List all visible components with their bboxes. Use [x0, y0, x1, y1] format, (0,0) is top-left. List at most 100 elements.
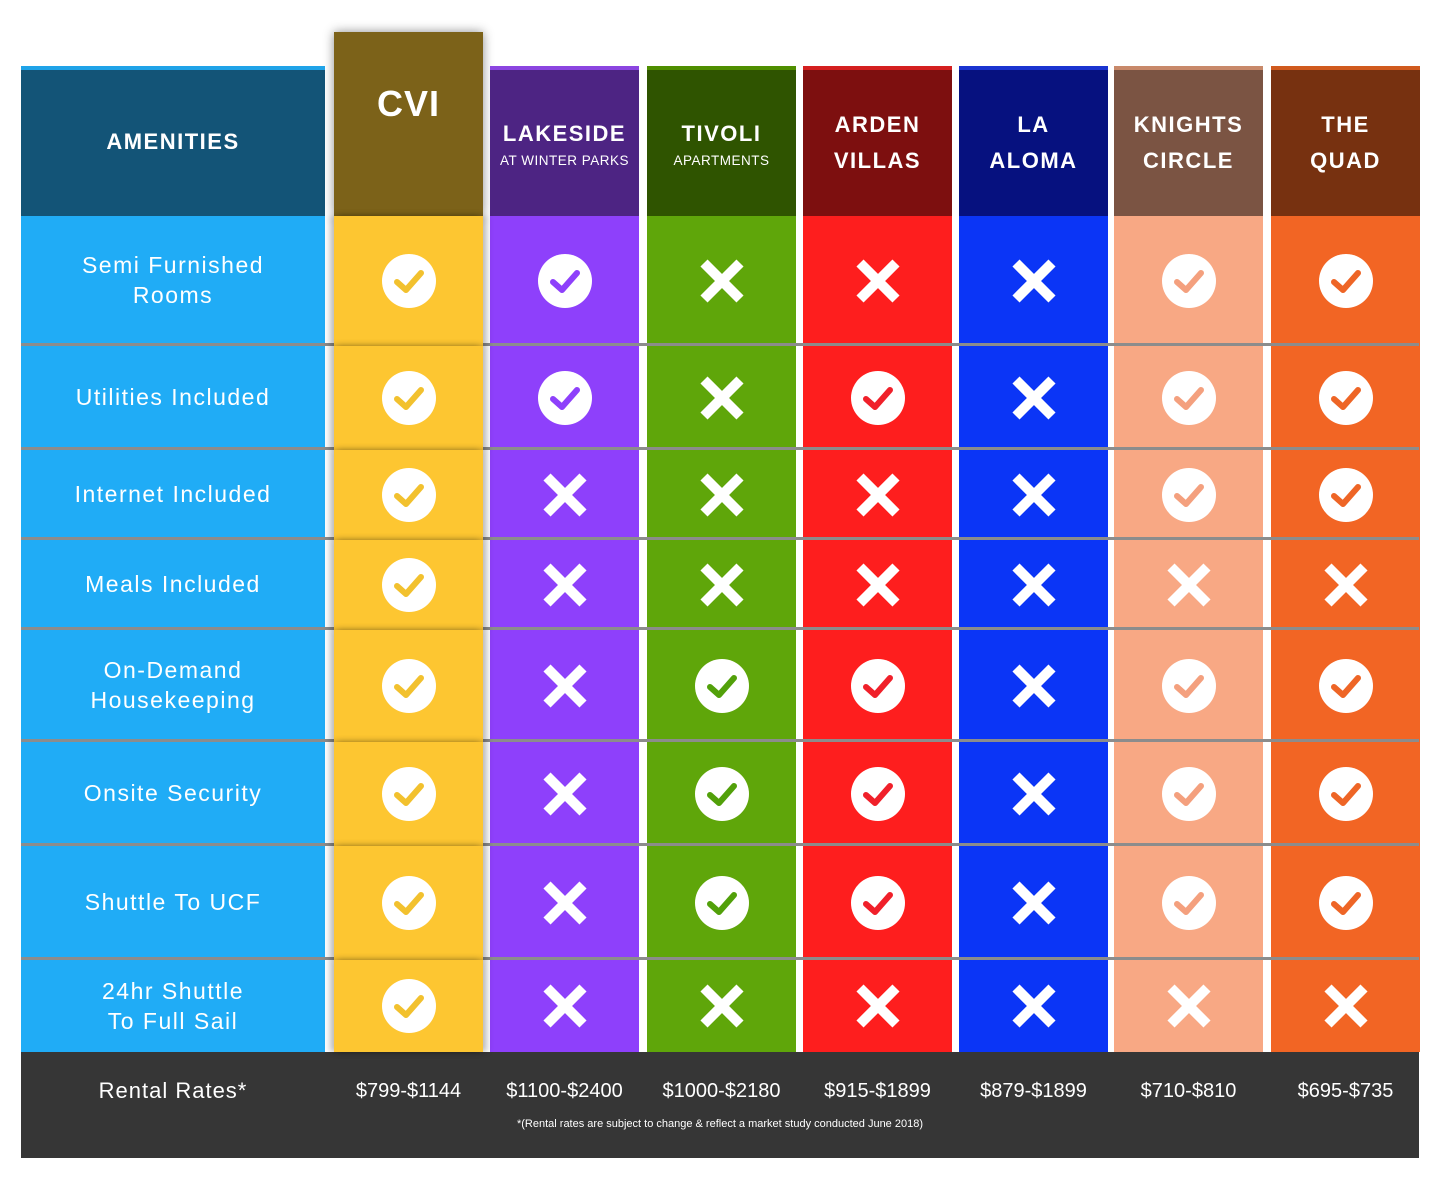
column-header-line2: QUAD [1310, 148, 1381, 173]
check-circle-icon [1161, 767, 1216, 821]
check-circle-icon [694, 659, 749, 713]
amenity-cell [647, 216, 796, 346]
amenity-cell [334, 630, 483, 742]
x-icon [699, 984, 744, 1028]
amenity-cell [647, 960, 796, 1052]
column-header-line1: LAKESIDE [502, 121, 627, 146]
x-icon [1166, 563, 1211, 607]
check-circle-icon [1161, 254, 1216, 308]
amenity-cell [803, 346, 952, 450]
check-circle-icon [1161, 876, 1216, 930]
x-icon [542, 473, 587, 517]
x-icon [699, 259, 744, 303]
amenity-cell [803, 216, 952, 346]
amenities-header-label: AMENITIES [106, 129, 240, 154]
amenity-cell [647, 540, 796, 630]
amenity-label: Meals Included [21, 540, 325, 627]
amenity-label: Internet Included [21, 450, 325, 537]
check-circle-icon [850, 876, 905, 930]
x-icon [855, 563, 900, 607]
x-icon [542, 881, 587, 925]
amenities-top-strip [21, 66, 325, 70]
amenity-cell [959, 450, 1108, 540]
column-top-strip [490, 66, 639, 70]
amenity-cell [334, 960, 483, 1052]
check-circle-icon [1318, 468, 1373, 522]
amenity-cell [334, 742, 483, 846]
x-icon [1011, 664, 1056, 708]
amenity-cell [1114, 346, 1263, 450]
amenity-cell [1114, 540, 1263, 630]
check-circle-icon [537, 371, 592, 425]
amenity-cell [490, 216, 639, 346]
check-circle-icon [1161, 468, 1216, 522]
column-header-line2: CIRCLE [1143, 148, 1234, 173]
amenity-cell [1114, 742, 1263, 846]
column-header-line1: LA [1017, 112, 1050, 137]
check-circle-icon [1161, 371, 1216, 425]
column-header: CVI [334, 32, 483, 216]
check-circle-icon [381, 876, 436, 930]
amenity-cell [803, 960, 952, 1052]
amenity-cell [490, 346, 639, 450]
column-header-line1: THE [1321, 112, 1370, 137]
x-icon [542, 563, 587, 607]
column-header-line2: APARTMENTS [673, 153, 770, 168]
amenity-label-line: Semi Furnished [81, 251, 265, 278]
x-icon [1323, 563, 1368, 607]
column-top-strip [647, 66, 796, 70]
check-circle-icon [694, 876, 749, 930]
x-icon [1011, 376, 1056, 420]
amenity-cell [1271, 540, 1420, 630]
amenity-label-line: Rooms [132, 281, 214, 308]
column-header-line1: ARDEN [834, 112, 921, 137]
check-circle-icon [381, 767, 436, 821]
amenity-cell [334, 346, 483, 450]
amenity-cell [647, 742, 796, 846]
check-circle-icon [381, 468, 436, 522]
x-icon [1323, 984, 1368, 1028]
column-header-line1: KNIGHTS [1133, 112, 1244, 137]
check-circle-icon [381, 558, 436, 612]
amenity-cell [1114, 216, 1263, 346]
amenity-cell [647, 346, 796, 450]
x-icon [1166, 984, 1211, 1028]
amenity-label-line: Utilities Included [75, 383, 271, 410]
check-circle-icon [1318, 254, 1373, 308]
amenity-cell [490, 960, 639, 1052]
amenity-label: Onsite Security [21, 742, 325, 843]
row-separator [21, 537, 1419, 540]
column-header-line2: ALOMA [989, 148, 1078, 173]
check-circle-icon [381, 371, 436, 425]
amenity-cell [959, 742, 1108, 846]
x-icon [855, 473, 900, 517]
amenity-cell [490, 742, 639, 846]
check-circle-icon [537, 254, 592, 308]
amenity-cell [803, 540, 952, 630]
rental-rate: $1000-$2180 [662, 1080, 781, 1102]
x-icon [542, 772, 587, 816]
x-icon [542, 664, 587, 708]
rental-rate: $710-$810 [1140, 1080, 1237, 1102]
amenity-cell [1114, 960, 1263, 1052]
rental-rate: $915-$1899 [824, 1080, 931, 1102]
x-icon [699, 563, 744, 607]
column-header-line2: VILLAS [833, 148, 922, 173]
rental-rates-note: *(Rental rates are subject to change & r… [516, 1118, 923, 1130]
x-icon [1011, 563, 1056, 607]
row-separator [21, 739, 1419, 742]
amenity-cell [803, 742, 952, 846]
amenity-label-line: Meals Included [85, 570, 261, 597]
amenity-cell [647, 630, 796, 742]
rental-rate: $799-$1144 [355, 1080, 462, 1102]
amenity-label: Semi Furnished Rooms [21, 216, 325, 343]
column-header: LA ALOMA [959, 70, 1108, 216]
rental-rates-footer [21, 1052, 1419, 1158]
amenity-cell [334, 846, 483, 960]
amenity-cell [334, 540, 483, 630]
amenity-label-line: Internet Included [74, 480, 272, 507]
amenity-cell [959, 960, 1108, 1052]
amenity-cell [959, 630, 1108, 742]
column-header: KNIGHTS CIRCLE [1114, 70, 1263, 216]
amenity-cell [1271, 960, 1420, 1052]
